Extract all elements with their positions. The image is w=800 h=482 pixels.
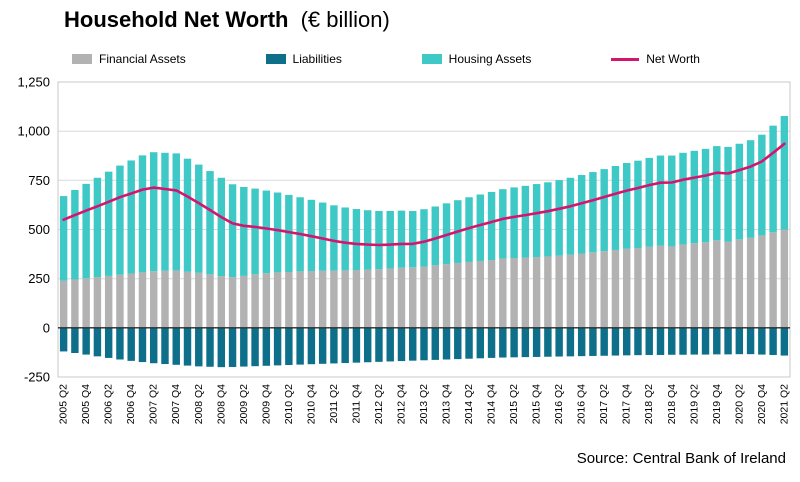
svg-text:2016 Q4: 2016 Q4: [576, 384, 588, 424]
svg-text:2015 Q4: 2015 Q4: [531, 384, 543, 424]
svg-text:2016 Q2: 2016 Q2: [553, 384, 565, 424]
svg-text:2020 Q4: 2020 Q4: [756, 384, 768, 424]
legend-item-liabilities: Liabilities: [265, 52, 342, 66]
legend-item-housing-assets: Housing Assets: [421, 52, 532, 66]
svg-text:2005 Q4: 2005 Q4: [80, 384, 92, 424]
housing-assets-swatch: [421, 54, 442, 64]
svg-text:2010 Q4: 2010 Q4: [305, 384, 317, 424]
svg-text:2010 Q2: 2010 Q2: [283, 384, 295, 424]
svg-text:2019 Q2: 2019 Q2: [688, 384, 700, 424]
legend-item-financial-assets: Financial Assets: [72, 52, 186, 66]
svg-text:2015 Q2: 2015 Q2: [508, 384, 520, 424]
svg-text:2006 Q2: 2006 Q2: [103, 384, 115, 424]
svg-text:2019 Q4: 2019 Q4: [711, 384, 723, 424]
svg-text:-250: -250: [24, 370, 50, 385]
svg-text:2013 Q2: 2013 Q2: [418, 384, 430, 424]
svg-text:2009 Q2: 2009 Q2: [238, 384, 250, 424]
svg-text:2020 Q2: 2020 Q2: [733, 384, 745, 424]
svg-text:2012 Q4: 2012 Q4: [396, 384, 408, 424]
net-worth-swatch: [611, 57, 640, 61]
svg-text:2005 Q2: 2005 Q2: [58, 384, 70, 424]
svg-text:2021 Q2: 2021 Q2: [778, 384, 790, 424]
page-subtitle: (€ billion): [300, 7, 390, 32]
page-title: Household Net Worth: [64, 7, 289, 32]
source-text: Source: Central Bank of Ireland: [576, 450, 786, 467]
plot-border: [57, 81, 791, 378]
svg-text:2018 Q2: 2018 Q2: [643, 384, 655, 424]
svg-text:2017 Q2: 2017 Q2: [598, 384, 610, 424]
svg-text:2012 Q2: 2012 Q2: [373, 384, 385, 424]
liabilities-swatch: [265, 54, 286, 64]
legend: Financial Assets Liabilities Housing Asset…: [72, 52, 700, 66]
svg-text:2014 Q4: 2014 Q4: [486, 384, 498, 424]
financial-assets-label: Financial Assets: [99, 52, 186, 66]
legend-item-net-worth: Net Worth: [611, 52, 700, 66]
svg-text:2009 Q4: 2009 Q4: [260, 384, 272, 424]
svg-text:2011 Q2: 2011 Q2: [328, 384, 340, 424]
svg-text:2007 Q2: 2007 Q2: [148, 384, 160, 424]
financial-assets-swatch: [72, 54, 92, 64]
svg-text:2008 Q2: 2008 Q2: [193, 384, 205, 424]
liabilities-label: Liabilities: [292, 52, 342, 66]
svg-text:0: 0: [43, 320, 50, 335]
housing-assets-bars: [59, 116, 789, 281]
svg-text:1,000: 1,000: [17, 124, 50, 139]
financial-assets-bars: [59, 229, 789, 328]
svg-text:2007 Q4: 2007 Q4: [170, 384, 182, 424]
x-axis-labels: 2005 Q2 2005 Q4 2006 Q2 2006 Q4 2007 Q2 2007 …: [58, 384, 791, 424]
svg-text:2018 Q4: 2018 Q4: [666, 384, 678, 424]
svg-text:1,250: 1,250: [17, 75, 50, 90]
svg-text:2008 Q4: 2008 Q4: [215, 384, 227, 424]
svg-text:2006 Q4: 2006 Q4: [125, 384, 137, 424]
net-worth-line: [62, 142, 786, 247]
housing-assets-label: Housing Assets: [448, 52, 532, 66]
y-axis-labels: -250 0 250 500 750 1,000 1,250: [17, 75, 50, 385]
svg-text:2014 Q2: 2014 Q2: [463, 384, 475, 424]
svg-text:2013 Q4: 2013 Q4: [441, 384, 453, 424]
net-worth-label: Net Worth: [646, 52, 700, 66]
svg-text:750: 750: [28, 173, 50, 188]
chart-title-row: Household Net Worth (€ billion): [64, 6, 390, 34]
svg-text:500: 500: [28, 222, 50, 237]
liabilities-bars: [59, 327, 789, 368]
svg-text:2017 Q4: 2017 Q4: [621, 384, 633, 424]
svg-text:2011 Q4: 2011 Q4: [350, 384, 362, 424]
svg-text:250: 250: [28, 271, 50, 286]
